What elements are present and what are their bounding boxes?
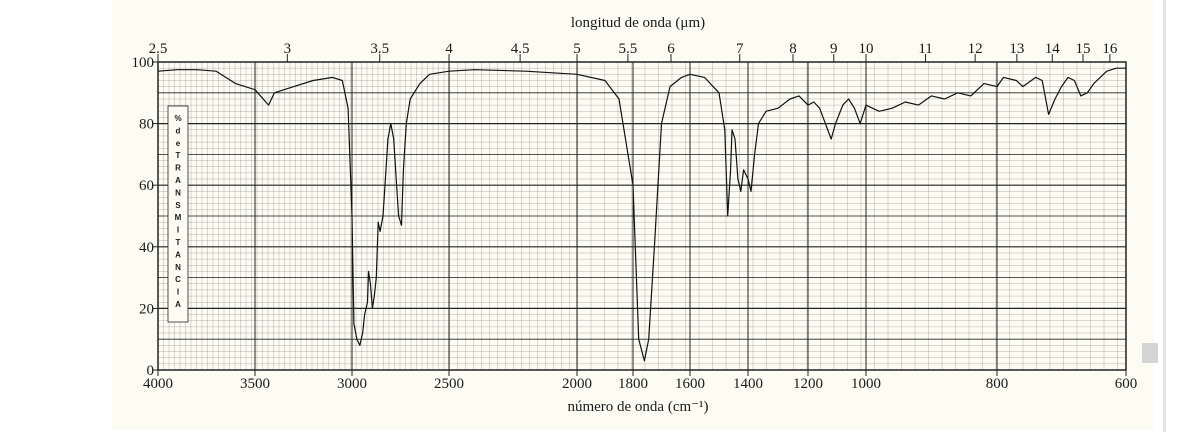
top-tick-label: 13 (1009, 41, 1024, 57)
bottom-tick-label: 4000 (143, 376, 173, 392)
top-axis-ticks: 2.5 3 3.5 4 4.5 5 5.5 6 7 8 9 10 11 12 13 14 15 16 (149, 41, 1118, 62)
spectrum-line (157, 67, 1126, 362)
series-layer (157, 67, 1126, 362)
bottom-tick-label: 1600 (675, 376, 705, 392)
y-axis-label-letter: A (175, 250, 181, 259)
left-tick-label: 100 (132, 55, 155, 71)
bottom-tick-label: 2000 (562, 376, 592, 392)
top-tick-label: 4 (445, 41, 453, 57)
top-tick-label: 14 (1045, 41, 1061, 57)
top-tick-label: 5 (573, 41, 581, 57)
bottom-tick-label: 3500 (240, 376, 270, 392)
top-tick-label: 11 (918, 41, 932, 57)
top-tick-label: 3.5 (370, 41, 389, 57)
bottom-tick-label: 1000 (851, 376, 881, 392)
y-label-strip (167, 105, 189, 323)
top-tick-label: 10 (859, 41, 874, 57)
bottom-tick-label: 1800 (618, 376, 648, 392)
bottom-axis-title: número de onda (cm⁻¹) (567, 399, 708, 415)
top-tick-label: 16 (1102, 41, 1118, 57)
y-axis-label-letter: T (176, 151, 181, 160)
bottom-axis-ticks: 4000 3500 3000 2500 2000 1800 1600 1400 1200 1000… (143, 370, 1137, 392)
bottom-tick-label: 800 (986, 376, 1009, 392)
y-axis-label-letter: e (176, 139, 181, 148)
plot-frame (157, 61, 1127, 371)
y-axis-label-letter: R (175, 164, 181, 173)
y-axis-label-letter: I (177, 226, 179, 235)
scrollbar-thumb[interactable] (1142, 343, 1158, 363)
y-axis-label-letter: T (176, 238, 181, 247)
y-axis-label-letter: A (175, 176, 181, 185)
bottom-tick-label: 2500 (434, 376, 464, 392)
top-axis-title: longitud de onda (μm) (571, 15, 705, 31)
y-axis-label-letter: A (175, 300, 181, 309)
top-tick-label: 15 (1076, 41, 1091, 57)
bottom-tick-label: 1400 (733, 376, 763, 392)
top-tick-label: 5.5 (619, 41, 638, 57)
top-tick-label: 3 (284, 41, 292, 57)
left-tick-label: 0 (147, 363, 155, 379)
top-tick-label: 4.5 (511, 41, 530, 57)
bottom-tick-label: 3000 (337, 376, 367, 392)
top-tick-label: 8 (789, 41, 797, 57)
y-axis-label-letter: % (174, 114, 181, 123)
left-axis-ticks: 0 20 40 60 80 100 (132, 55, 158, 379)
bottom-tick-label: 1200 (793, 376, 823, 392)
top-tick-label: 2.5 (149, 41, 168, 57)
left-tick-label: 80 (139, 117, 154, 133)
left-tick-label: 60 (139, 178, 154, 194)
y-axis-label-letter: d (176, 126, 181, 135)
y-axis-label-letter: S (175, 201, 181, 210)
y-axis-label-letter: I (177, 288, 179, 297)
top-tick-label: 9 (830, 41, 838, 57)
y-axis-label-letter: C (175, 275, 181, 284)
y-axis-label-letter: N (175, 188, 181, 197)
top-tick-label: 12 (968, 41, 983, 57)
left-tick-label: 20 (139, 301, 154, 317)
left-tick-label: 40 (139, 240, 154, 256)
y-axis-label-letter: M (175, 213, 182, 222)
top-tick-label: 7 (736, 41, 744, 57)
top-tick-label: 6 (667, 41, 675, 57)
bottom-tick-label: 600 (1115, 376, 1138, 392)
y-axis-label-letter: N (175, 263, 181, 272)
scrollbar-track[interactable] (1163, 0, 1166, 432)
grid-major (158, 62, 1126, 370)
